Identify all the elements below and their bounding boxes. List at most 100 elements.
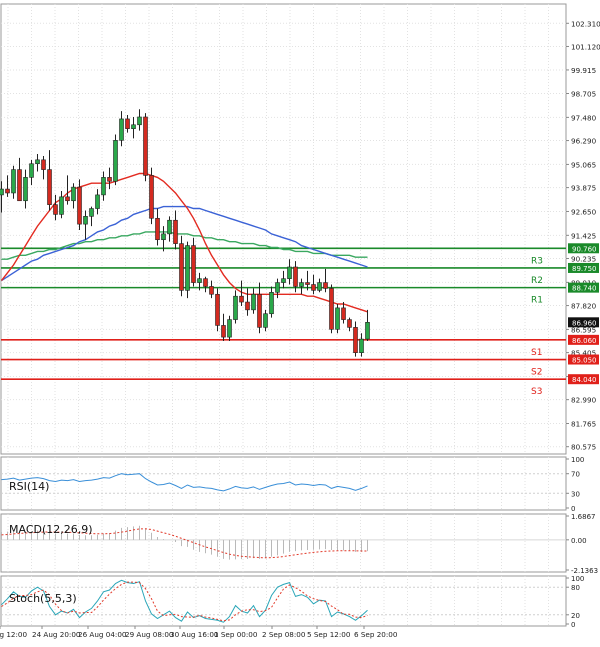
macd-signal-line [1, 528, 368, 559]
candle-body [167, 219, 172, 235]
candle-body [11, 169, 16, 194]
x-tick-label: 1 Sep 00:00 [214, 630, 258, 639]
y-tick-label: 82.990 [571, 396, 597, 405]
candle-body [131, 124, 136, 129]
candle-body [317, 282, 322, 291]
level-label-r2: R2 [531, 276, 543, 286]
candle-body [239, 295, 244, 303]
stoch-d-line [1, 581, 368, 622]
candle-body [293, 266, 298, 287]
stoch-title: Stoch(5,5,3) [9, 592, 77, 605]
rsi-tick-label: 30 [571, 490, 580, 498]
candle-body [77, 186, 82, 225]
rsi-title: RSI(14) [9, 480, 49, 493]
candle-body [269, 292, 274, 315]
macd-tick-label: 1.6867 [571, 513, 596, 521]
candle-body [23, 177, 28, 202]
candle-body [83, 216, 88, 225]
candle-body [137, 116, 142, 126]
stoch-k-line [1, 579, 368, 623]
level-tag-r2: 89.750 [572, 265, 597, 273]
candle-body [119, 118, 124, 141]
level-label-r1: R1 [531, 296, 543, 306]
current-price-bg [568, 317, 599, 328]
candle-body [275, 282, 280, 293]
candle-body [245, 301, 250, 311]
level-label-s3: S3 [531, 387, 542, 397]
candle-body [5, 188, 10, 194]
candle-body [149, 175, 154, 219]
stoch-tick-label: 100 [571, 575, 584, 583]
candle-body [359, 338, 364, 354]
candle-body [203, 278, 208, 287]
x-tick-label: 6 Sep 20:00 [354, 630, 398, 639]
candle-body [95, 194, 100, 209]
y-tick-label: 98.705 [571, 90, 596, 99]
level-tag-s3: 84.040 [572, 376, 597, 384]
level-label-s1: S1 [531, 348, 542, 358]
candle-body [185, 245, 190, 291]
panel-frame-main [0, 3, 567, 455]
candle-body [341, 307, 346, 320]
candle-body [191, 245, 196, 283]
y-tick-label: 97.480 [571, 113, 597, 122]
level-tag-bg [568, 334, 599, 345]
candle-body [173, 219, 178, 244]
macd-tick-label: 0.00 [571, 537, 587, 545]
candle-body [209, 286, 214, 295]
candle-body [125, 118, 130, 129]
y-tick-label: 96.290 [571, 137, 597, 146]
stoch-tick-label: 20 [571, 612, 580, 620]
level-tag-bg [568, 282, 599, 293]
y-tick-label: 90.235 [571, 255, 596, 264]
y-tick-label: 80.575 [571, 443, 596, 452]
y-tick-label: 92.650 [571, 207, 597, 216]
y-tick-label: 95.065 [571, 160, 596, 169]
y-tick-label: 85.405 [571, 349, 596, 358]
x-tick-label: 24 Aug 20:00 [32, 630, 81, 639]
y-tick-label: 99.915 [571, 66, 596, 75]
y-tick-label: 91.425 [571, 231, 596, 240]
candle-body [263, 313, 268, 328]
candle-body [101, 177, 106, 196]
stoch-tick-label: 80 [571, 584, 580, 592]
panel-frame-stoch [0, 575, 567, 627]
rsi-tick-label: 100 [571, 456, 584, 464]
current-price-tag: 86.960 [572, 319, 597, 327]
candle-body [233, 295, 238, 320]
x-tick-label: 29 Aug 08:00 [125, 630, 174, 639]
candle-body [221, 325, 226, 338]
level-tag-s2: 85.050 [572, 357, 597, 365]
ma-line-green [1, 231, 368, 260]
candle-body [53, 204, 58, 215]
candle-body [251, 293, 256, 311]
y-tick-label: 81.765 [571, 420, 596, 429]
rsi-line [1, 473, 368, 492]
rsi-tick-label: 0 [571, 505, 575, 513]
candle-body [281, 278, 286, 283]
macd-tick-label: -2.1363 [571, 567, 598, 575]
panel-frame-macd [0, 513, 567, 573]
candle-body [197, 278, 202, 283]
x-tick-label: 5 Sep 12:00 [307, 630, 351, 639]
x-tick-label: 30 Aug 16:00 [170, 630, 219, 639]
candle-body [143, 116, 148, 176]
candle-body [59, 196, 64, 215]
y-tick-label: 86.595 [571, 325, 596, 334]
level-tag-bg [568, 243, 599, 254]
candle-body [323, 282, 328, 289]
candle-body [179, 243, 184, 291]
candle-body [65, 196, 70, 202]
candle-body [347, 319, 352, 328]
candle-body [227, 319, 232, 338]
rsi-tick-label: 70 [571, 471, 580, 479]
candle-body [299, 282, 304, 287]
level-label-s2: S2 [531, 368, 542, 378]
candle-body [329, 288, 334, 330]
candle-body [71, 186, 76, 202]
candle-body [305, 282, 310, 285]
candle-body [0, 188, 4, 196]
stoch-tick-label: 0 [571, 621, 575, 629]
